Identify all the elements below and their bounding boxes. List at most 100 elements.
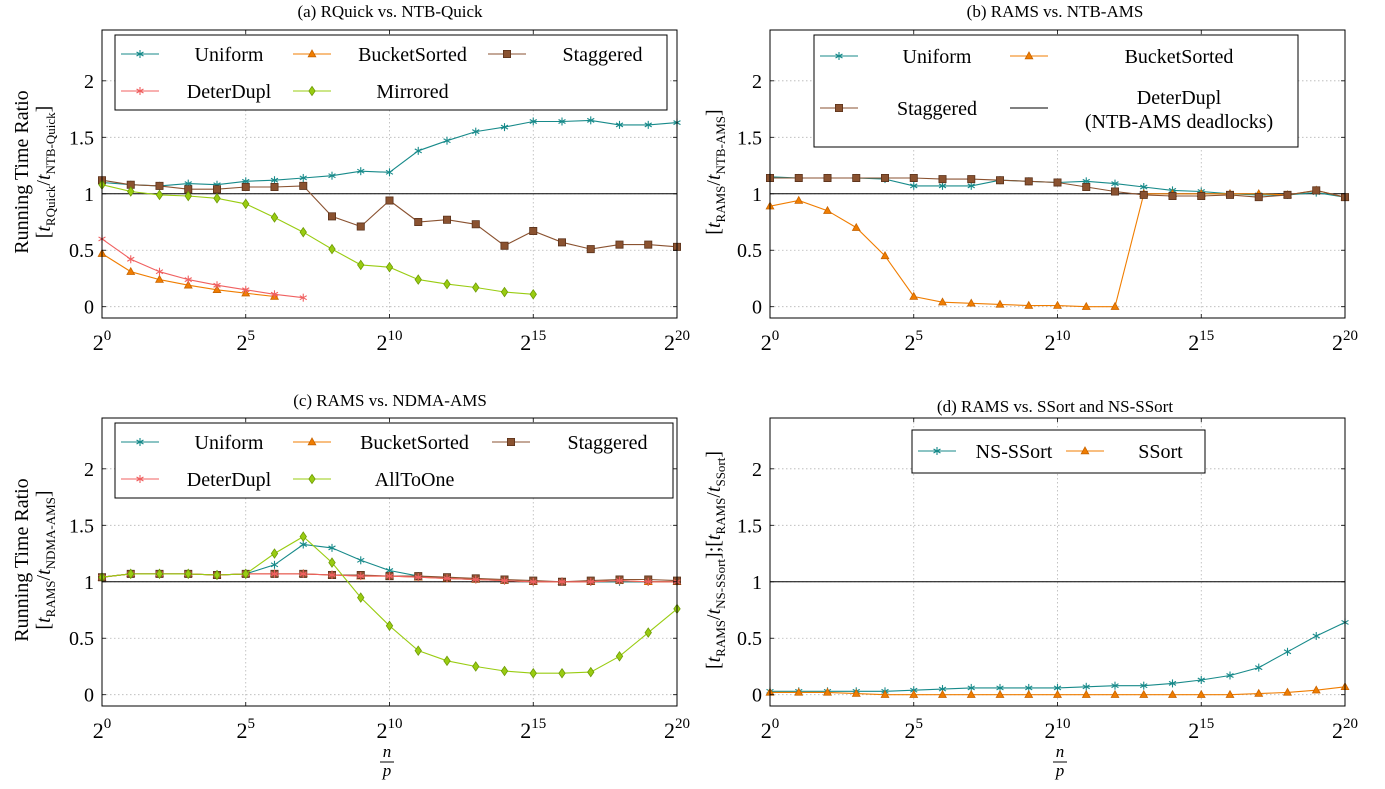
data-point [615,651,624,662]
data-point [328,171,336,180]
data-point [587,666,595,678]
y-tick-label: 2 [752,71,762,93]
panel-b-ylabel-ratio: [tRAMS/tNTB-AMS] [703,109,728,234]
panel-c-ylabel-ratio: [tRAMS/tNDMA-AMS] [33,490,58,629]
data-point [414,146,422,155]
x-tick-label: 210 [1045,716,1071,743]
panel-a-ylabel-main: Running Time Ratio [11,90,33,253]
data-point [1024,177,1033,186]
legend-item-deterdupl: DeterDupl [121,81,272,103]
data-point [184,190,192,202]
data-point [443,655,451,667]
data-point [357,572,365,581]
panel-c-title: (c) RAMS vs. NDMA-AMS [293,391,487,410]
legend-label-line2: (NTB-AMS deadlocks) [1085,111,1273,133]
panel-a-title: (a) RQuick vs. NTB-Quick [297,2,483,21]
data-point [1225,689,1235,698]
data-point [1081,689,1091,698]
legend-label: DeterDupl [1137,87,1222,109]
legend-item-bucketsorted: BucketSorted [1010,46,1233,68]
y-tick-label: 1 [84,572,94,594]
series-deterdupl [98,234,307,302]
panel-a-legend: Uniform BucketSorted Staggered DeterDupl Mir… [114,34,668,111]
panel-a-ylabel-num: RQuick [43,185,58,226]
data-point [414,645,422,656]
data-point [299,173,307,182]
data-point [1110,301,1120,310]
y-tick-label: 2 [84,459,94,481]
y-tick-label: 2 [84,71,94,93]
legend-label: NS-SSort [976,441,1053,463]
data-point [184,275,192,284]
legend-item-bucketsorted: BucketSorted [293,432,469,454]
data-point [995,689,1005,698]
legend-label: Uniform [195,44,264,66]
series-staggered [766,173,1349,202]
data-point [443,278,451,290]
x-tick-label: 220 [1332,328,1358,355]
series-line [101,535,678,674]
data-point [472,661,480,672]
x-tick-label: 220 [1332,716,1358,743]
data-point [995,299,1005,308]
x-tick-label: 215 [1188,328,1214,355]
data-point [1312,631,1320,640]
data-point [1024,689,1034,698]
data-point [213,281,221,290]
data-point [529,288,537,300]
y-tick-label: 1 [84,184,94,206]
data-point [529,667,537,679]
data-point [558,667,566,679]
data-point [1254,688,1264,697]
data-point [213,192,221,204]
y-tick-label: 1.5 [69,127,94,149]
data-point [357,259,365,271]
data-point [529,227,538,236]
data-point [967,175,976,184]
data-point [1255,663,1263,672]
panel-b: (b) RAMS vs. NTB-AMS [tRAMS/tNTB-AMS] 0 0… [703,2,1358,355]
data-point [270,548,279,559]
data-point [1053,689,1062,698]
data-point [852,173,861,182]
data-point [414,573,422,582]
data-point [938,689,947,698]
panel-b-ylabel-den: NTB-AMS [713,116,728,175]
data-point [909,173,918,182]
data-point [1283,687,1292,696]
data-point [558,238,566,247]
legend-label: Uniform [903,46,972,68]
data-point [1226,671,1234,680]
data-point [328,212,336,221]
panel-d-xlabel-den: p [1055,761,1065,780]
data-point [996,176,1004,185]
legend-marker [136,87,144,95]
data-point [1226,190,1234,199]
panel-d-legend-box [911,429,1206,474]
data-point [1312,186,1321,195]
data-point [1110,689,1120,698]
legend-item-staggered: Staggered [492,432,647,454]
panel-d-xlabel-num: n [1056,742,1065,761]
data-point [357,167,365,176]
data-point [443,574,451,583]
data-point [385,572,394,581]
data-point [127,255,135,264]
data-point [270,560,279,569]
data-point [909,291,919,300]
panel-b-title: (b) RAMS vs. NTB-AMS [967,2,1144,21]
legend-label: BucketSorted [358,44,467,66]
data-point [184,185,193,194]
data-point [270,290,279,299]
data-point [644,120,652,129]
data-point [184,568,192,580]
data-point [183,280,193,289]
data-point [414,218,423,226]
data-point [242,198,250,210]
data-point [270,212,279,223]
data-point [357,592,365,603]
data-point [385,196,394,205]
legend-item-bucketsorted: BucketSorted [293,44,467,66]
panel-b-legend: Uniform BucketSorted Staggered DeterDupl(NT… [813,34,1299,148]
data-point [472,282,480,293]
